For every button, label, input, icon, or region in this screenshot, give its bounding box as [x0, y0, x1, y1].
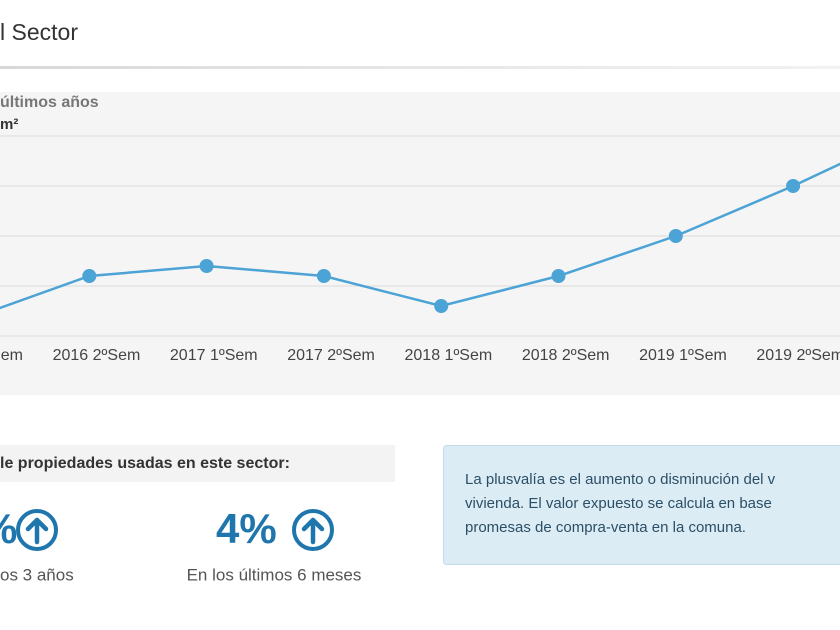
x-tick-label: 2016 2ºSem — [53, 347, 141, 364]
x-tick-label: 2018 2ºSem — [522, 347, 610, 364]
x-tick-label: em — [1, 347, 23, 364]
stat-value: % — [0, 505, 17, 552]
chart-bg — [0, 92, 840, 395]
point — [316, 269, 331, 283]
chart-title: últimos años — [0, 94, 99, 111]
x-tick-label: 2019 2ºSem — [756, 347, 840, 364]
point — [551, 269, 566, 283]
chart-subtitle: m² — [0, 116, 18, 133]
x-tick-label: 2019 1ºSem — [639, 347, 727, 364]
info-text: La plusvalía es el aumento o disminución… — [465, 471, 776, 488]
x-tick-label: 2017 2ºSem — [287, 347, 375, 364]
x-tick-label: 2018 1ºSem — [405, 347, 493, 364]
stat-label: En los últimos 6 meses — [187, 565, 362, 584]
up-arrow-icon — [16, 509, 58, 551]
point — [786, 179, 801, 193]
point — [82, 269, 97, 283]
divider — [0, 66, 840, 69]
info-text: promesas de compra-venta en la comuna. — [465, 519, 746, 536]
chart: em 2016 2ºSem 2017 1ºSem 2017 2ºSem 2018 1ºS… — [0, 135, 840, 364]
point — [199, 259, 214, 273]
info-box — [443, 445, 840, 565]
stat-value: 4% — [216, 505, 277, 552]
stats-header-bg — [0, 445, 395, 482]
stats-heading: le propiedades usadas en este sector: — [0, 455, 290, 472]
stat-label: os 3 años — [0, 565, 74, 584]
x-tick-label: 2017 1ºSem — [170, 347, 258, 364]
info-text: vivienda. El valor expuesto se calcula e… — [465, 495, 772, 512]
point — [434, 299, 449, 313]
section-title: l Sector — [0, 19, 78, 45]
point — [668, 229, 683, 243]
up-arrow-icon — [292, 509, 334, 551]
